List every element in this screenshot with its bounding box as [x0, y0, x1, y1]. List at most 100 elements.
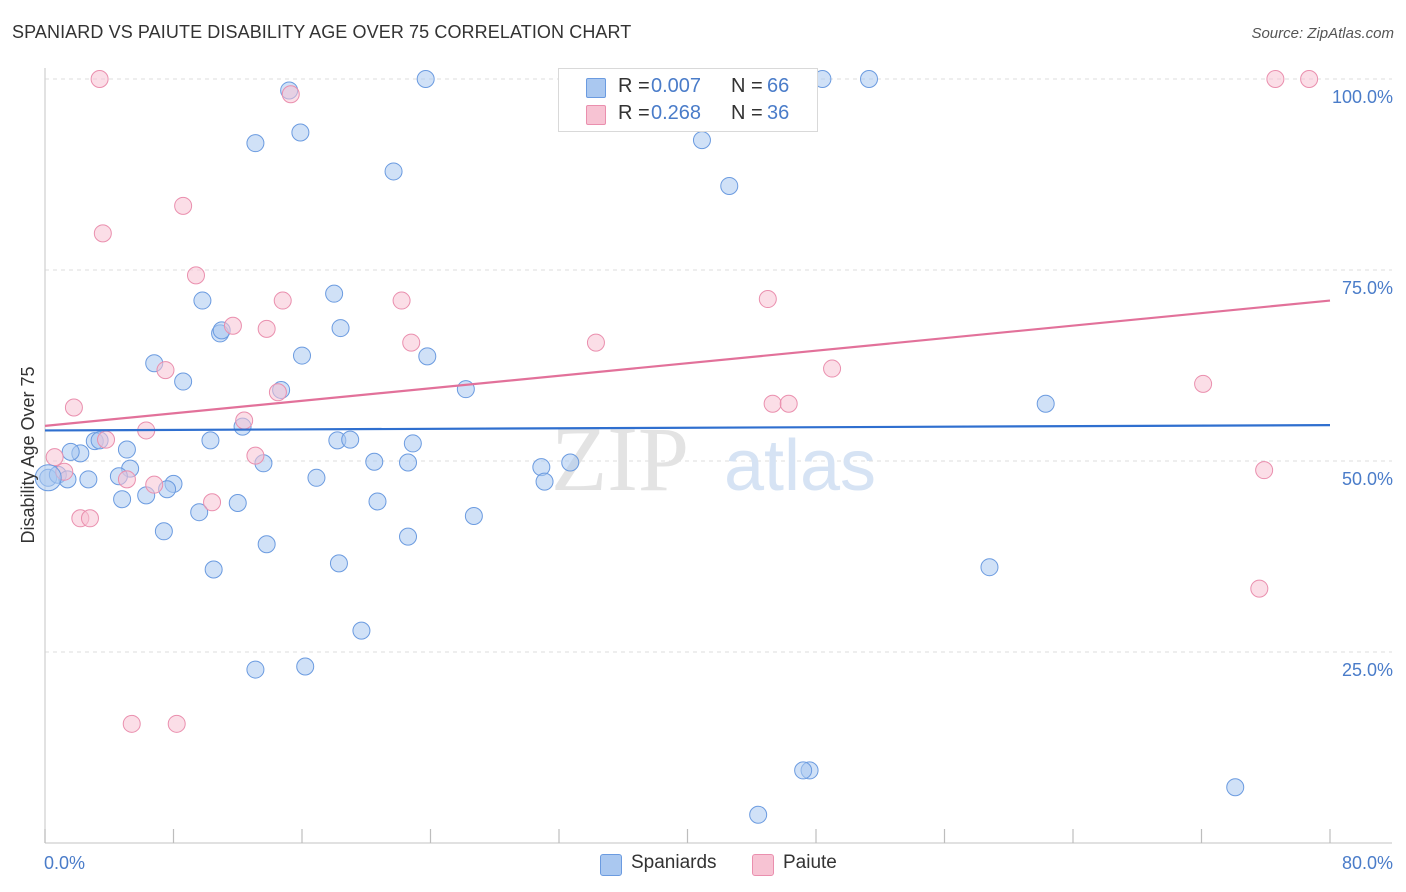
- legend-swatch-paiute: [752, 854, 774, 876]
- data-point: [341, 430, 360, 449]
- data-point: [203, 493, 222, 512]
- y-tick-label: 50.0%: [1342, 469, 1393, 489]
- source-label: Source: ZipAtlas.com: [1251, 25, 1394, 42]
- data-point: [122, 714, 141, 733]
- data-point: [204, 560, 223, 579]
- data-point: [174, 372, 193, 391]
- data-point: [329, 554, 348, 573]
- data-point: [246, 660, 265, 679]
- axes: [44, 68, 1392, 844]
- data-point: [365, 452, 384, 471]
- data-point: [156, 361, 175, 380]
- watermark-atlas: atlas: [724, 426, 876, 506]
- trend-line-paiute: [44, 299, 1331, 427]
- chart-title: SPANIARD VS PAIUTE DISABILITY AGE OVER 7…: [12, 22, 632, 42]
- data-point: [113, 490, 132, 509]
- data-point: [79, 470, 98, 489]
- data-point: [399, 527, 418, 546]
- data-point: [535, 472, 554, 491]
- data-point: [64, 398, 83, 417]
- data-point: [307, 468, 326, 487]
- data-point: [368, 492, 387, 511]
- legend-r-label: R =: [618, 75, 650, 97]
- legend-row-paiute: R = 0.268 N = 36: [559, 102, 817, 128]
- data-point: [80, 509, 99, 528]
- data-point: [193, 291, 212, 310]
- grid-lines: [45, 78, 1392, 653]
- data-point: [1300, 70, 1319, 88]
- data-point: [257, 535, 276, 554]
- data-point: [45, 448, 64, 467]
- data-points: [34, 70, 1319, 824]
- data-point: [352, 621, 371, 640]
- legend-n-value: 36: [767, 102, 790, 124]
- data-point: [228, 494, 247, 513]
- data-point: [117, 440, 136, 459]
- data-point: [860, 70, 879, 88]
- data-point: [268, 383, 287, 402]
- data-point: [1226, 778, 1245, 797]
- data-point: [416, 70, 435, 88]
- data-point: [1255, 461, 1274, 480]
- data-point-cluster: [34, 464, 62, 492]
- data-point: [186, 266, 205, 285]
- y-axis-label: Disability Age Over 75: [18, 366, 38, 543]
- data-point: [331, 319, 350, 338]
- legend-n-label: N =: [731, 102, 763, 124]
- data-point: [403, 434, 422, 453]
- data-point: [246, 134, 265, 153]
- trend-lines: [44, 299, 1331, 432]
- x-tick-label: 80.0%: [1342, 853, 1393, 873]
- tick-labels: 25.0% 50.0% 75.0% 100.0% 0.0% 80.0%: [44, 87, 1393, 873]
- data-point: [145, 475, 164, 494]
- series-paiute: [45, 70, 1319, 733]
- y-tick-label: 100.0%: [1332, 87, 1393, 107]
- data-point: [823, 359, 842, 378]
- legend-n-value: 66: [767, 75, 790, 97]
- data-point: [586, 333, 605, 352]
- stats-legend: R = 0.007 N = 66 R = 0.268 N = 36: [558, 68, 818, 132]
- data-point: [1266, 70, 1285, 88]
- legend-row-spaniards: R = 0.007 N = 66: [559, 75, 817, 101]
- data-point: [794, 761, 813, 780]
- data-point: [296, 657, 315, 676]
- data-point: [291, 123, 310, 142]
- data-point: [117, 470, 136, 489]
- data-point: [384, 162, 403, 181]
- legend-swatch-paiute: [586, 105, 606, 125]
- data-point: [402, 333, 421, 352]
- legend-swatch-spaniards: [600, 854, 622, 876]
- data-point: [418, 347, 437, 366]
- data-point: [223, 316, 242, 335]
- data-point: [720, 176, 739, 195]
- data-point: [1036, 394, 1055, 413]
- data-point: [90, 70, 109, 88]
- legend-label-paiute: Paiute: [783, 852, 837, 873]
- data-point: [246, 446, 265, 465]
- data-point: [1194, 374, 1213, 393]
- trend-line-spaniards: [44, 423, 1331, 432]
- data-point: [464, 507, 483, 526]
- data-point: [325, 284, 344, 303]
- data-point: [281, 85, 300, 104]
- legend-r-label: R =: [618, 102, 650, 124]
- data-point: [561, 453, 580, 472]
- data-point: [190, 503, 209, 522]
- series-legend: Spaniards Paiute: [0, 852, 1406, 878]
- data-point: [174, 196, 193, 215]
- data-point: [758, 290, 777, 309]
- data-point: [749, 805, 768, 824]
- watermark: ZIP atlas: [551, 408, 876, 510]
- data-point: [61, 442, 80, 461]
- data-point: [1250, 579, 1269, 598]
- data-point: [201, 431, 220, 450]
- data-point: [97, 430, 116, 449]
- data-point: [257, 319, 276, 338]
- y-tick-label: 25.0%: [1342, 660, 1393, 680]
- data-point: [763, 394, 782, 413]
- data-point: [154, 522, 173, 541]
- data-point: [692, 131, 711, 150]
- data-point: [392, 291, 411, 310]
- data-point: [399, 453, 418, 472]
